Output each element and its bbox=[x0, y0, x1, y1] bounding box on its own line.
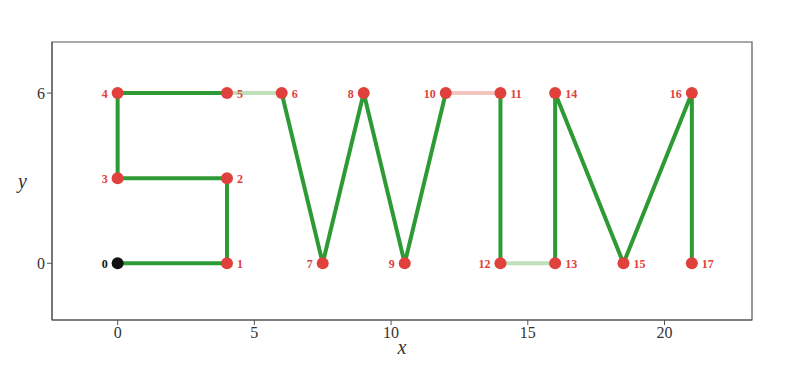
svg-text:6: 6 bbox=[292, 87, 298, 101]
svg-text:5: 5 bbox=[250, 324, 258, 341]
svg-text:12: 12 bbox=[478, 257, 490, 271]
svg-text:17: 17 bbox=[702, 257, 714, 271]
svg-text:10: 10 bbox=[424, 87, 436, 101]
svg-text:14: 14 bbox=[565, 87, 577, 101]
svg-text:9: 9 bbox=[389, 257, 395, 271]
svg-text:0: 0 bbox=[102, 257, 108, 271]
svg-text:1: 1 bbox=[237, 257, 243, 271]
svg-text:13: 13 bbox=[565, 257, 577, 271]
svg-text:6: 6 bbox=[37, 85, 45, 102]
svg-text:16: 16 bbox=[670, 87, 682, 101]
svg-text:0: 0 bbox=[114, 324, 122, 341]
svg-text:2: 2 bbox=[237, 172, 243, 186]
svg-text:x: x bbox=[397, 336, 407, 358]
svg-text:3: 3 bbox=[102, 172, 108, 186]
svg-text:11: 11 bbox=[510, 87, 521, 101]
svg-text:15: 15 bbox=[520, 324, 536, 341]
svg-text:7: 7 bbox=[307, 257, 313, 271]
svg-text:15: 15 bbox=[633, 257, 645, 271]
svg-text:0: 0 bbox=[37, 255, 45, 272]
svg-text:20: 20 bbox=[657, 324, 673, 341]
svg-text:8: 8 bbox=[348, 87, 354, 101]
svg-text:10: 10 bbox=[383, 324, 400, 342]
svg-text:4: 4 bbox=[102, 87, 108, 101]
svg-text:y: y bbox=[16, 170, 27, 193]
svg-text:5: 5 bbox=[237, 87, 243, 101]
